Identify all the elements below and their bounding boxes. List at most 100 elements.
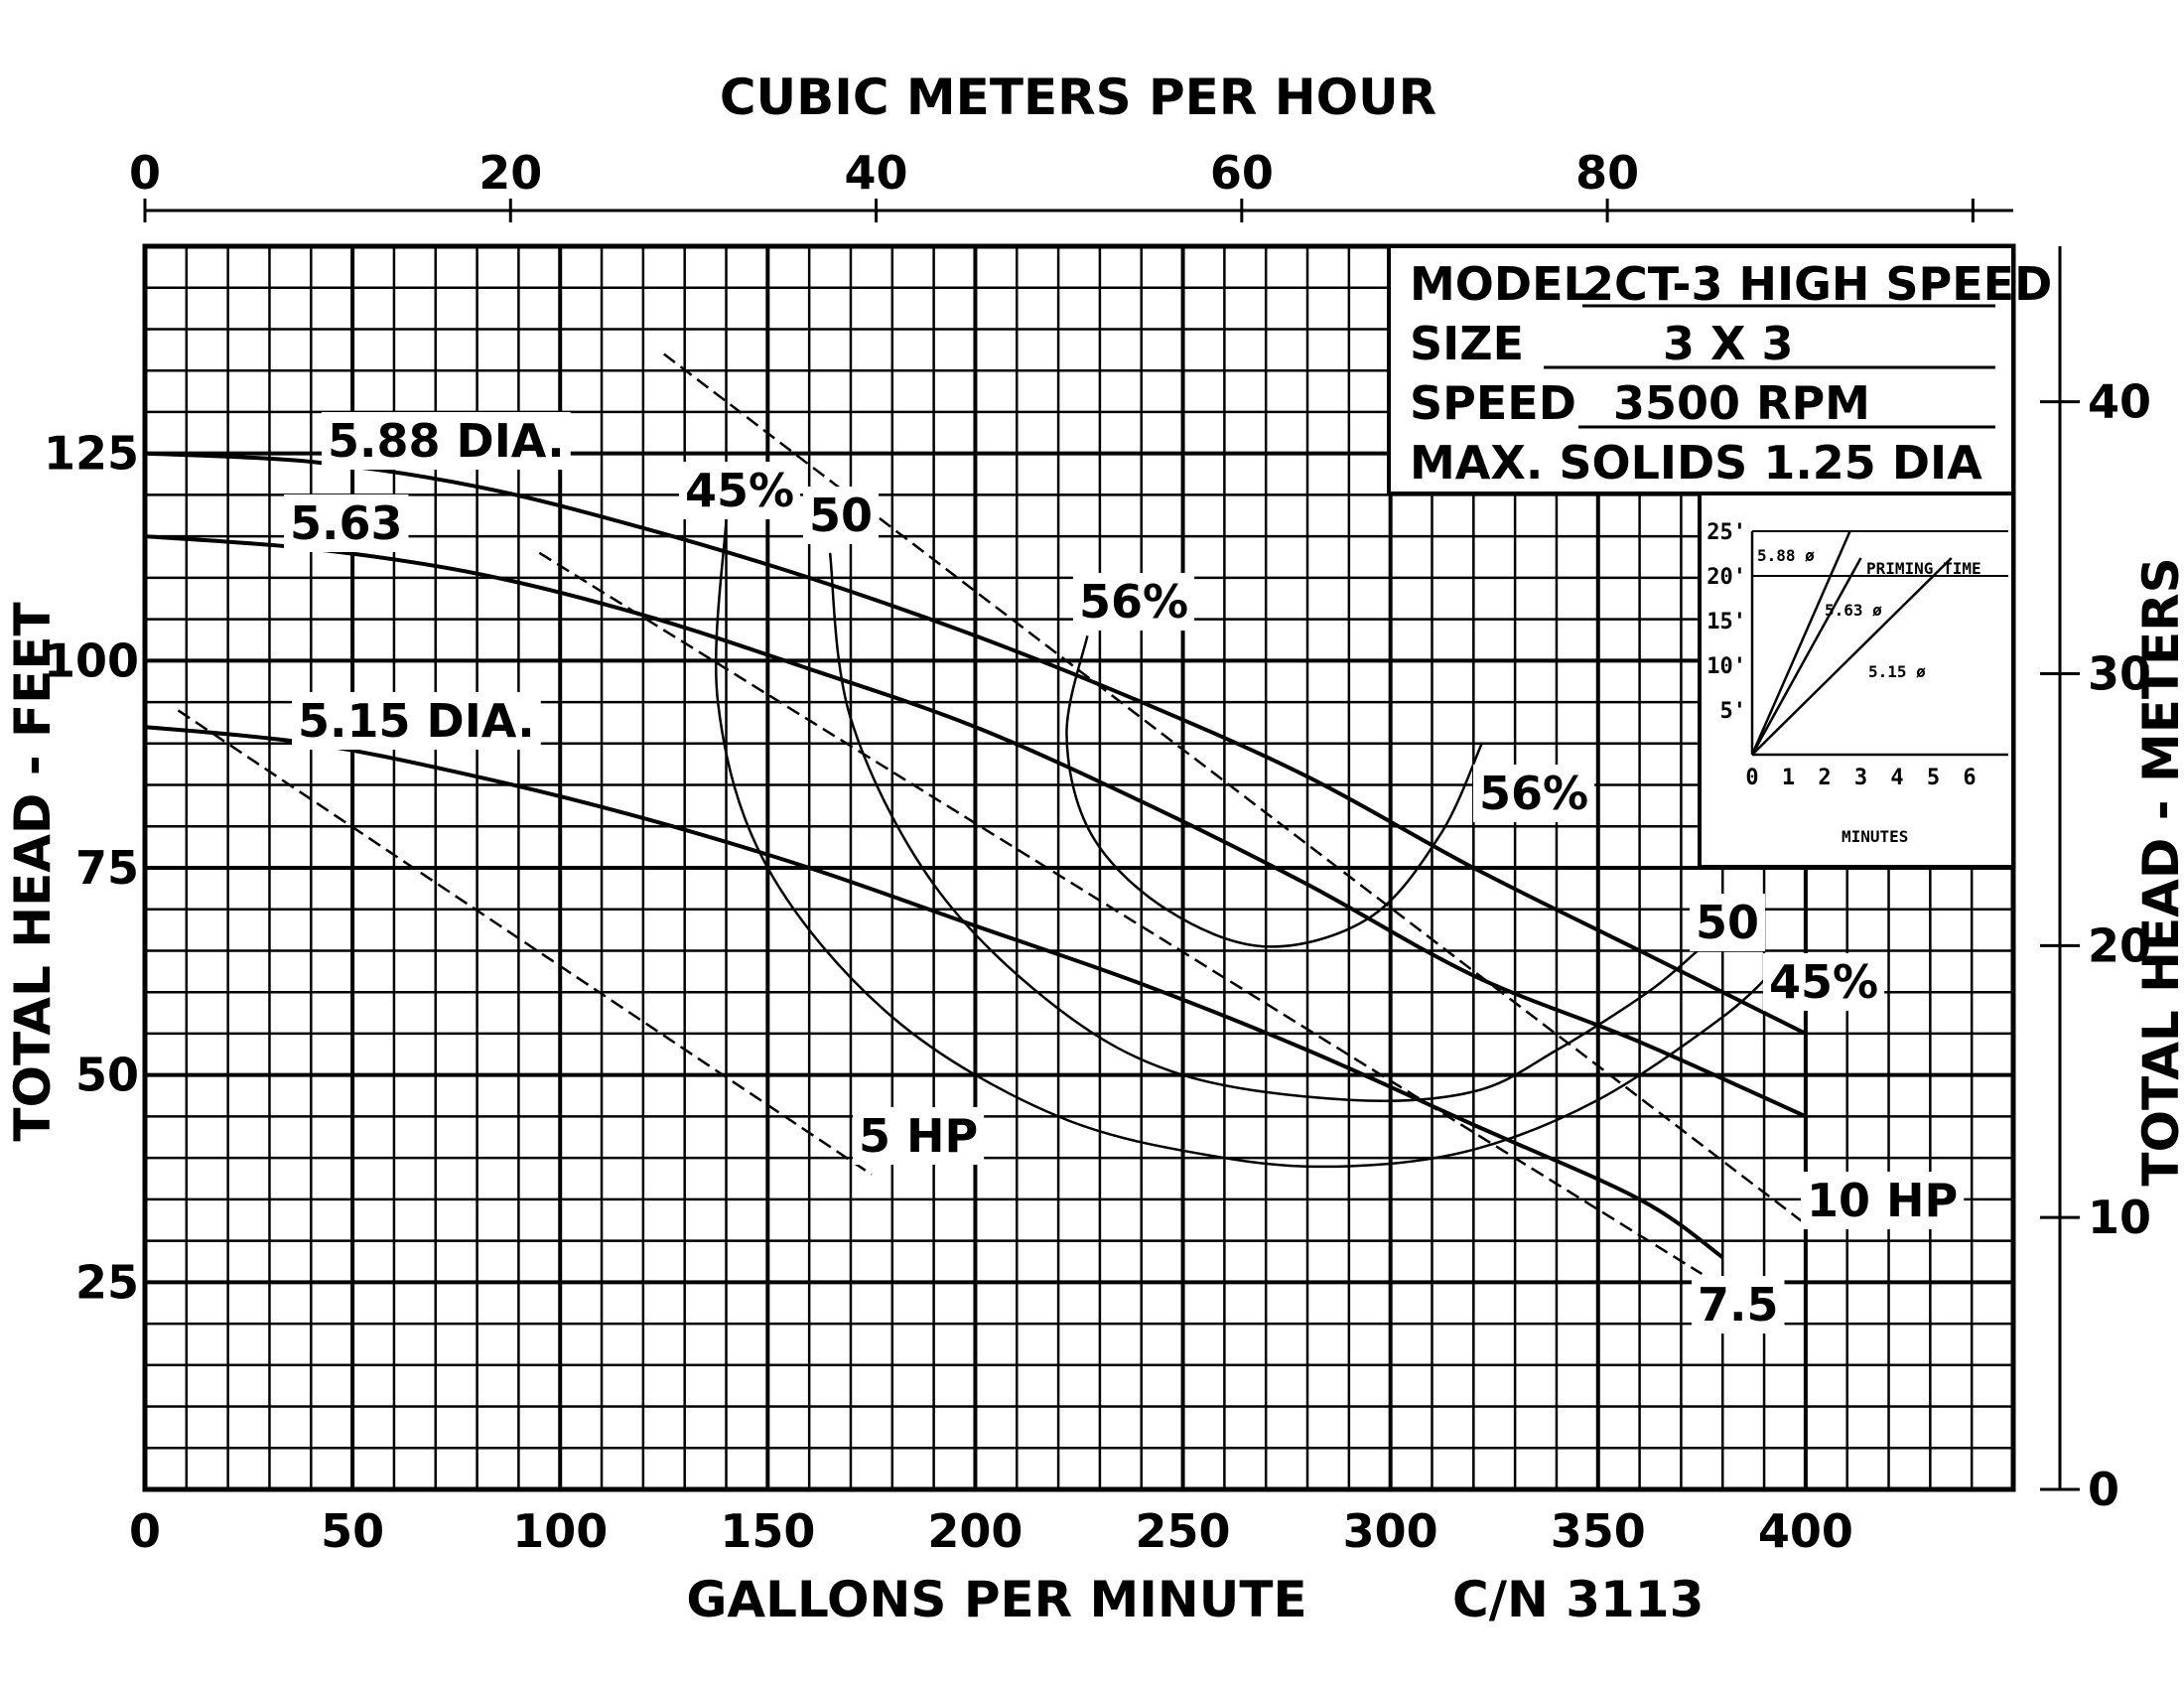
efficiency-end-label-1: 50 [1696,896,1759,949]
y2-tick-label: 0 [2088,1463,2119,1516]
efficiency-label-1-bg [803,487,880,544]
inset-line-label-2: 5.15 ø [1868,662,1926,681]
head-curve-1 [144,534,1807,1119]
inset-grid [1750,530,2008,757]
efficiency-label-0-bg [679,462,801,519]
model-value: 2CT-3 HIGH SPEED [1582,257,2052,311]
inset-x-tick: 1 [1782,766,1795,790]
power-line-label-1-bg [1692,1276,1785,1334]
info-box: MODEL 2CT-3 HIGH SPEED SIZE 3 X 3 SPEED … [1387,244,2052,495]
x2-tick-label: 20 [478,146,542,200]
x-tick-label: 0 [129,1504,161,1558]
y-tick-label: 25 [75,1255,139,1309]
head-curve-label-1-bg [284,494,409,552]
y-axis-title: TOTAL HEAD - FEET [4,602,62,1141]
size-value: 3 X 3 [1663,317,1794,370]
x-tick-label: 250 [1136,1504,1231,1558]
chart-code: C/N 3113 [1452,1571,1704,1628]
efficiency-label-2-bg [1073,573,1195,631]
efficiency-curve-0 [714,519,1778,1169]
y-tick-label: 125 [44,427,139,481]
top-axis: 0 20 40 60 80 [129,146,2013,222]
head-curve-label-1: 5.63 [290,496,403,550]
speed-value: 3500 RPM [1613,376,1870,430]
head-curves [144,451,1807,1259]
y-tick-label: 75 [75,841,139,895]
size-label: SIZE [1410,317,1524,370]
inset-tick-labels: 0 1 2 3 4 5 6 5' 10' 15' 20' 25' [1706,520,1976,790]
efficiency-end-label-1-bg [1690,894,1766,951]
inset-lines: 5.88 ø 5.63 ø 5.15 ø [1750,530,1953,756]
x-tick-label: 300 [1343,1504,1438,1558]
priming-time-inset: 5.88 ø 5.63 ø 5.15 ø 0 1 2 3 4 5 6 5' 10' 15' 20' 25'… [1698,492,2015,869]
y2-axis-title: TOTAL HEAD - METERS [2132,557,2184,1186]
top-axis-title: CUBIC METERS PER HOUR [720,69,1436,126]
power-line-0 [177,709,873,1176]
power-line-label-2: 10 HP [1807,1174,1958,1227]
inset-y-tick: 10' [1706,654,1746,679]
inset-y-tick: 20' [1706,565,1746,590]
efficiency-curve-2 [1065,635,1483,948]
inset-line-1 [1750,557,1862,756]
efficiency-label-0: 45% [685,464,794,517]
x-tick-label: 50 [321,1504,384,1558]
head-curve-label-0: 5.88 DIA. [328,414,565,468]
head-curve-2 [144,725,1724,1259]
y2-tick-label: 30 [2088,646,2151,700]
inset-x-tick: 2 [1818,766,1831,790]
head-curve-label-0-bg [322,412,571,470]
inset-line-2 [1751,557,1953,756]
efficiency-end-label-0: 45% [1769,955,1878,1009]
y-tick-label: 50 [75,1049,139,1102]
efficiency-end-label-2-bg [1473,765,1595,822]
inset-x-tick: 0 [1745,766,1758,790]
y-tick-label: 100 [44,633,139,687]
x-tick-label: 350 [1551,1504,1646,1558]
inset-y-tick: 15' [1706,610,1746,634]
speed-label: SPEED [1410,376,1576,430]
head-curve-0 [144,451,1807,1036]
efficiency-end-label-2: 56% [1479,767,1588,820]
inset-xlabel: MINUTES [1842,827,1908,846]
efficiency-curves [714,519,1778,1169]
power-line-label-1: 7.5 [1698,1278,1779,1332]
inset-y-tick: 5' [1720,699,1747,724]
y2-tick-label: 40 [2088,375,2151,429]
right-axis: 0 10 20 30 40 [2040,246,2151,1516]
x-tick-label: 200 [927,1504,1023,1558]
power-line-label-0-bg [853,1107,985,1165]
inset-x-tick: 3 [1854,766,1867,790]
x-tick-label: 150 [720,1504,815,1558]
info-box-frame [1387,244,2015,495]
inset-line-label-0: 5.88 ø [1757,546,1815,565]
efficiency-curve-1 [828,552,1699,1103]
max-solids-text: MAX. SOLIDS 1.25 DIA [1410,436,1982,490]
power-line-label-2-bg [1801,1172,1965,1229]
inset-line-0 [1750,530,1851,756]
y2-tick-label: 20 [2088,918,2151,972]
efficiency-label-2: 56% [1079,575,1188,629]
efficiency-label-1: 50 [809,489,873,542]
efficiency-end-label-0-bg [1763,953,1885,1011]
inset-x-tick: 4 [1890,766,1903,790]
inset-x-tick: 6 [1963,766,1976,790]
inset-line-label-1: 5.63 ø [1825,601,1882,620]
power-line-label-0: 5 HP [859,1109,978,1163]
x2-tick-label: 0 [129,146,161,200]
inset-x-tick: 5 [1927,766,1940,790]
inset-title: PRIMING TIME [1866,559,1981,578]
x2-tick-label: 80 [1575,146,1639,200]
inset-y-tick: 25' [1706,520,1746,545]
x2-tick-label: 40 [845,146,908,200]
x-tick-labels: 0 50 100 150 200 250 300 350 400 [129,1504,1853,1558]
inset-frame [1698,492,2015,869]
x-tick-label: 100 [512,1504,608,1558]
x-tick-label: 400 [1758,1504,1853,1558]
head-curve-label-2: 5.15 DIA. [298,694,535,748]
x2-tick-label: 60 [1210,146,1274,200]
head-curve-label-2-bg [292,692,541,750]
curve-labels: 5.88 DIA.5.635.15 DIA.45%45%505056%56%5 … [284,412,1965,1334]
x-axis-title: GALLONS PER MINUTE [686,1571,1306,1628]
y2-tick-label: 10 [2088,1191,2151,1244]
